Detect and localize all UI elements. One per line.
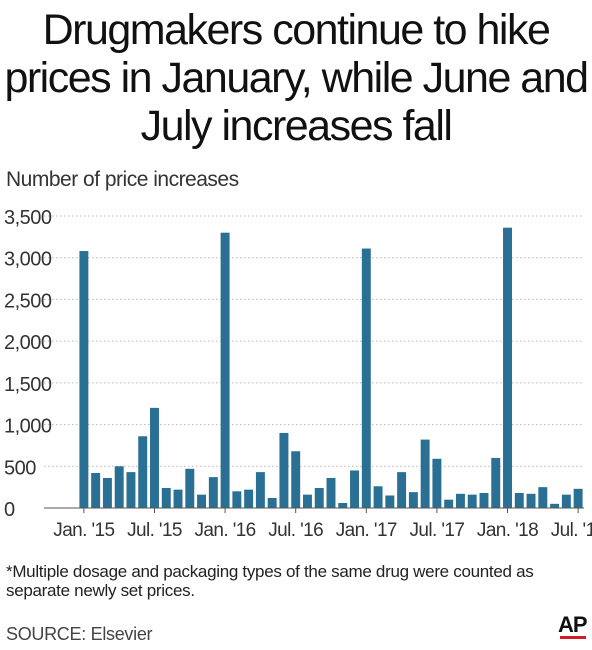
x-tick-label: Jul. '18	[551, 520, 592, 541]
bar	[538, 487, 548, 508]
bar	[220, 232, 230, 508]
bar	[455, 493, 465, 508]
bar	[444, 499, 454, 508]
x-tick-label: Jan. '15	[53, 520, 114, 541]
bar	[150, 407, 159, 508]
bar	[385, 495, 395, 508]
bar	[479, 492, 489, 508]
chart-title: Drugmakers continue to hike prices in Ja…	[0, 6, 592, 150]
bar	[302, 494, 312, 508]
bar	[314, 487, 324, 508]
bar	[91, 472, 101, 508]
ap-logo-accent	[560, 636, 586, 639]
title-line-1: Drugmakers continue to hike	[42, 6, 551, 54]
y-tick-label: 2,000	[4, 332, 52, 354]
x-tick-label: Jan. '16	[195, 520, 256, 541]
bar	[208, 477, 218, 508]
bar	[420, 439, 430, 508]
bar-chart: 0 500 1,000 1,500 2,000 2,500 3,000 3,500 Jan. '…	[4, 207, 592, 541]
bar	[114, 466, 124, 508]
bar	[279, 432, 289, 508]
bar	[197, 494, 207, 508]
bar	[326, 477, 336, 508]
bar	[361, 248, 371, 508]
bar	[432, 458, 442, 508]
title-line-3: July increases fall	[140, 102, 453, 150]
y-tick-label: 500	[4, 457, 36, 479]
x-tick-label: Jul. '15	[127, 520, 182, 541]
y-tick-label: 3,000	[4, 249, 52, 271]
x-tick-label: Jan. '18	[477, 520, 538, 541]
bar	[350, 470, 360, 508]
bar	[185, 468, 195, 508]
bar	[550, 503, 560, 508]
bar	[102, 477, 112, 508]
y-tick-label: 0	[4, 499, 15, 521]
title-line-2: prices in January, while June and	[4, 54, 589, 102]
bar	[503, 227, 512, 508]
x-tick-label: Jul. '16	[268, 520, 323, 541]
x-tick-label: Jan. '17	[336, 520, 397, 541]
bar	[267, 497, 277, 508]
bar	[255, 472, 265, 508]
footnote: *Multiple dosage and packaging types of …	[6, 562, 534, 600]
bar	[126, 472, 136, 508]
bar	[514, 492, 524, 508]
bar	[138, 436, 148, 508]
source-line: SOURCE: Elsevier	[6, 624, 153, 644]
y-tick-label: 1,000	[4, 416, 52, 438]
bar	[573, 488, 583, 508]
ap-logo: AP	[558, 612, 588, 637]
bar	[397, 472, 407, 508]
bar	[491, 457, 501, 508]
bar	[467, 494, 477, 508]
bar	[408, 492, 418, 508]
bar	[291, 451, 301, 508]
bar	[79, 251, 89, 508]
bar	[338, 502, 348, 508]
bar	[373, 486, 383, 508]
y-tick-label: 1,500	[4, 374, 52, 396]
x-tick-label: Jul. '17	[410, 520, 465, 541]
bar	[526, 493, 536, 508]
bar	[232, 491, 242, 508]
y-axis-label: Number of price increases	[6, 168, 239, 191]
bar	[161, 487, 171, 508]
bar	[244, 489, 254, 508]
y-tick-label: 2,500	[4, 290, 52, 312]
y-tick-label: 3,500	[4, 207, 52, 229]
bar	[173, 489, 183, 508]
bar	[561, 494, 571, 508]
